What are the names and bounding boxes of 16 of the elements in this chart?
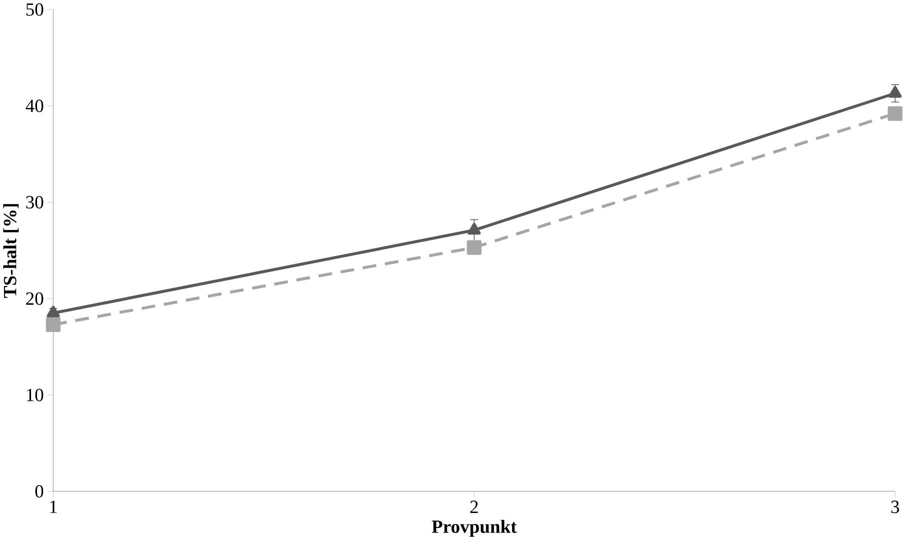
x-tick-label: 3 — [891, 500, 900, 514]
y-tick-label: 50 — [26, 3, 44, 16]
y-tick-label: 40 — [26, 100, 44, 112]
point — [466, 240, 482, 255]
x-axis-title: Provpunkt — [432, 520, 517, 537]
y-axis-title: TS-halt [%] — [3, 204, 19, 298]
x-tick-label: 1 — [50, 500, 57, 513]
y-tick-label: 0 — [35, 485, 44, 498]
point — [888, 106, 902, 121]
y-tick-label: 20 — [26, 292, 44, 305]
point — [46, 306, 60, 318]
y-tick-label: 10 — [26, 388, 44, 402]
point — [46, 317, 61, 332]
point — [468, 222, 481, 235]
x-tick-label: 2 — [470, 500, 478, 513]
y-tick-label: 30 — [26, 196, 44, 209]
